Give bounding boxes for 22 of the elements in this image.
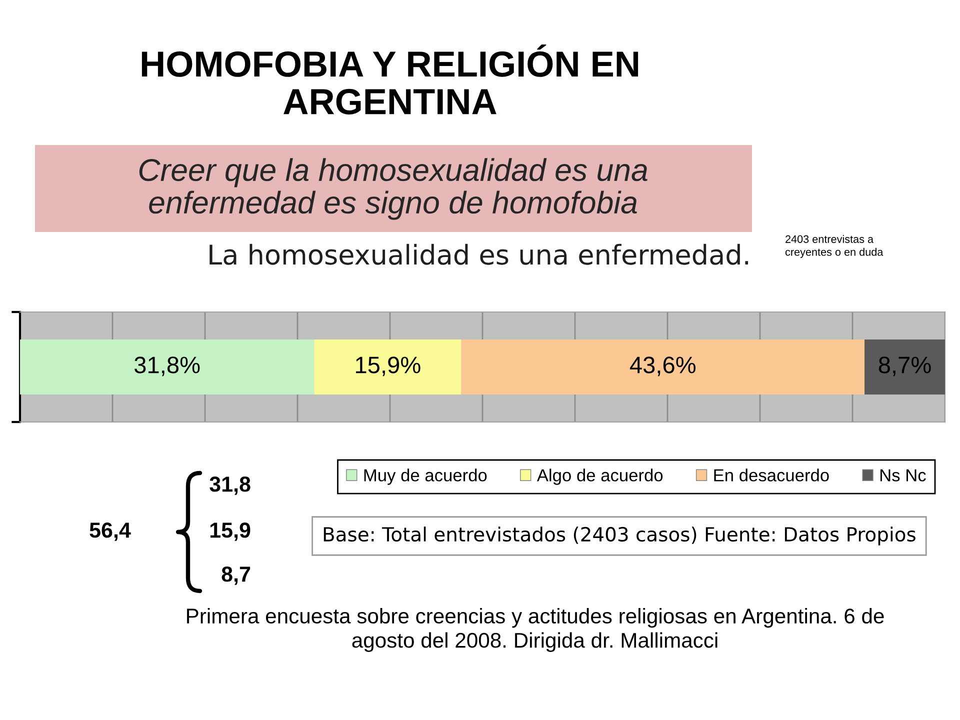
text: 8,7 — [222, 566, 250, 585]
bar — [864, 340, 945, 394]
legend-label: Muy de acuerdo — [364, 468, 487, 485]
text: La homosexualidad es una enfermedad. — [210, 244, 748, 265]
text: Base: Total entrevistados (2403 casos) Fuente: Datos Propios — [324, 526, 916, 546]
text: 2403 entrevistas a creyentes o en duda — [785, 235, 884, 258]
text: 15,9 — [210, 522, 250, 541]
bar — [314, 340, 462, 394]
chart-title: HOMOFOBIA Y RELIGIÓN EN ARGENTINA — [142, 44, 638, 114]
legend-label: En desacuerdo — [714, 468, 829, 482]
data-label: 15,9% — [356, 356, 420, 376]
bar — [461, 340, 865, 394]
data-label: 8,7% — [878, 356, 931, 376]
text: 31,8 — [210, 476, 250, 495]
text: Primera encuesta sobre creencias y actitudes religiosas en Argentina. 6 de agosto del 2008. Dirigida dr. Mallimacci — [187, 608, 884, 652]
legend-label: Algo de acuerdo — [536, 468, 663, 485]
bar — [20, 340, 314, 394]
data-label: 31,8% — [134, 356, 200, 376]
text: 56,4 — [90, 522, 131, 541]
legend-label: Ns Nc — [880, 469, 926, 482]
chart-subtitle: Creer que la homosexualidad es una enfermedad es signo de homofobia — [139, 158, 648, 220]
data-label: 43,6% — [630, 356, 696, 376]
